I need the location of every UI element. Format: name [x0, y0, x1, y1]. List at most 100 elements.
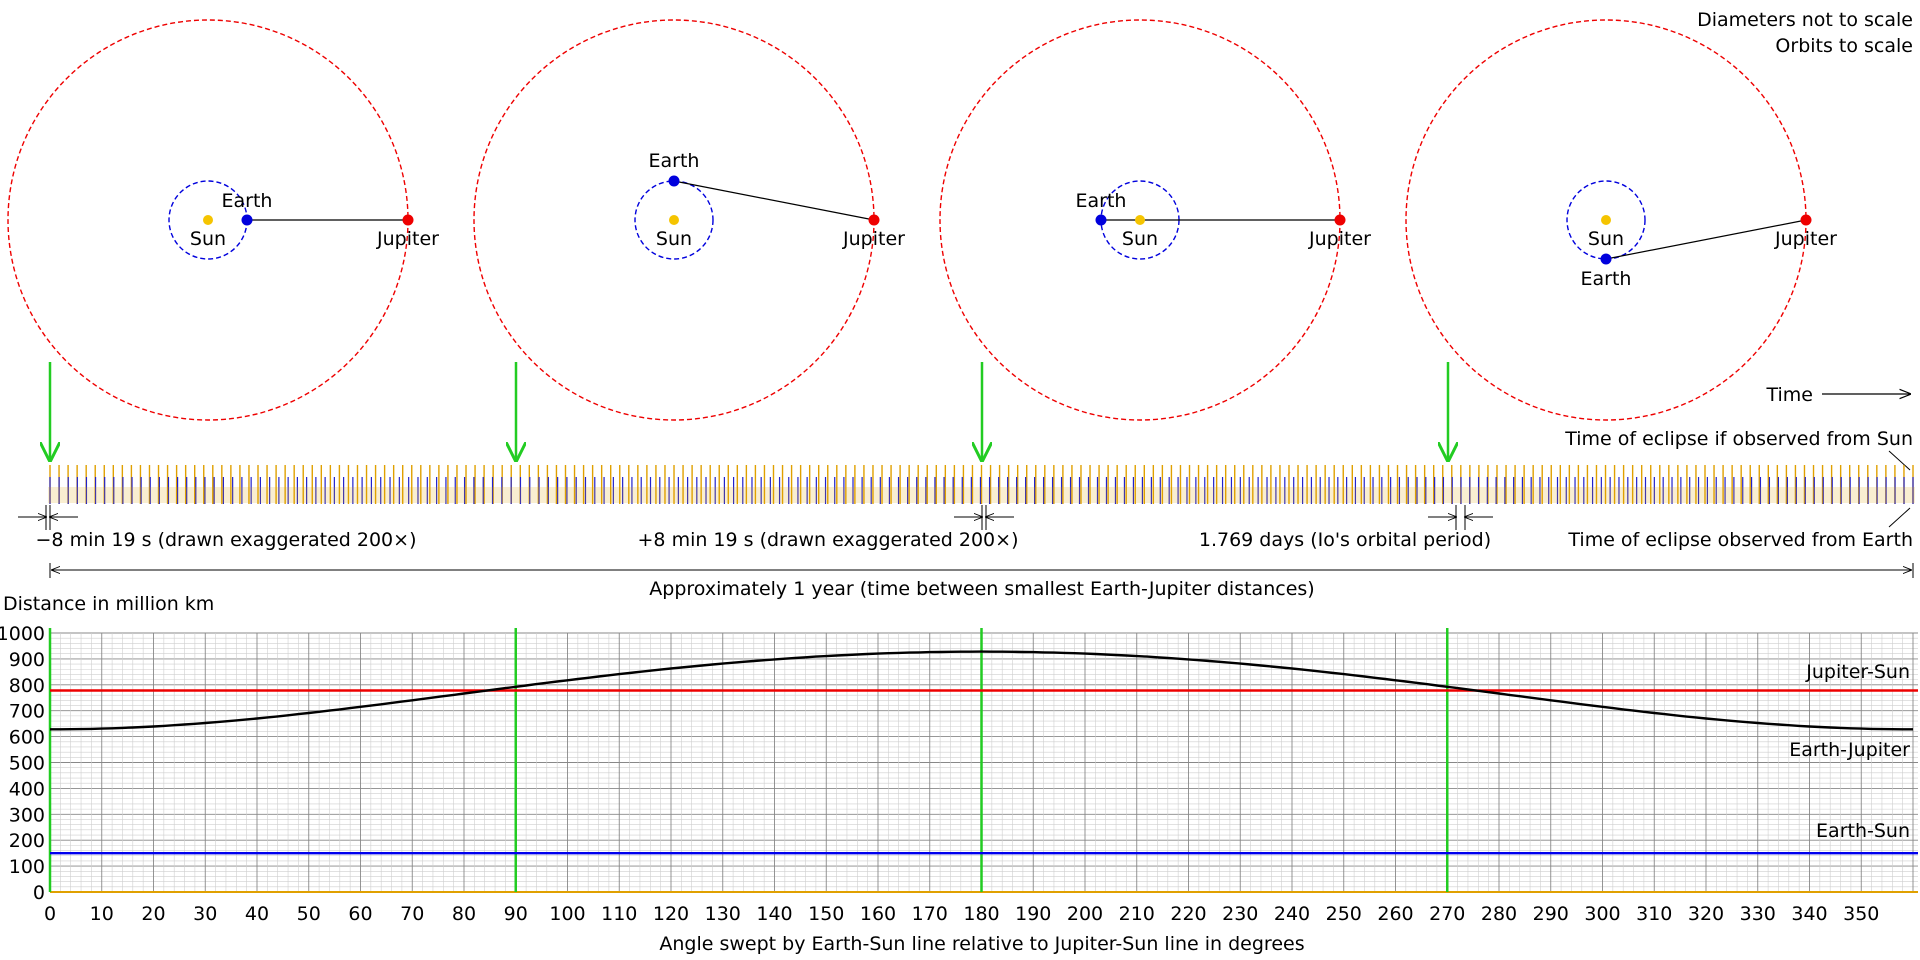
jupiter-dot: [1334, 214, 1346, 226]
x-tick-label: 100: [549, 903, 585, 925]
sun-eclipse-label: Time of eclipse if observed from Sun: [1564, 428, 1913, 450]
x-tick-label: 210: [1119, 903, 1155, 925]
x-tick-label: 290: [1533, 903, 1569, 925]
x-tick-label: 70: [400, 903, 424, 925]
x-tick-label: 110: [601, 903, 637, 925]
x-tick-label: 250: [1326, 903, 1362, 925]
earth-dot: [1600, 253, 1612, 265]
x-tick-label: 260: [1377, 903, 1413, 925]
y-tick-label: 700: [9, 701, 45, 723]
earth-jupiter-line: [1605, 219, 1807, 260]
jupiter-label: Jupiter: [1774, 228, 1837, 250]
jupiter-label: Jupiter: [1308, 228, 1371, 250]
orbit-panel-3: Sun Jupiter Earth: [939, 19, 1371, 421]
x-tick-label: 350: [1843, 903, 1879, 925]
earth-dot: [668, 175, 680, 187]
x-axis-label: Angle swept by Earth-Sun line relative t…: [659, 933, 1304, 955]
year-label: Approximately 1 year (time between small…: [649, 578, 1314, 600]
y-tick-label: 500: [9, 753, 45, 775]
x-tick-label: 60: [348, 903, 372, 925]
orbit-panel-4: Sun Jupiter Earth: [1405, 19, 1837, 421]
y-tick-label: 900: [9, 649, 45, 671]
sun-dot: [203, 215, 213, 225]
io-period-label: 1.769 days (Io's orbital period): [1199, 529, 1491, 551]
orbit-panel-2: Sun Jupiter Earth: [473, 19, 905, 421]
y-tick-label: 300: [9, 804, 45, 826]
y-tick-labels: 0 100 200 300 400 500 600 700 800 900 1000: [0, 623, 45, 904]
earth-label: Earth: [1076, 190, 1127, 212]
distance-chart: 0 100 200 300 400 500 600 700 800 900 1000 0 10 20 30 4…: [0, 623, 1918, 925]
x-tick-label: 310: [1636, 903, 1672, 925]
x-tick-label: 320: [1688, 903, 1724, 925]
earth-label: Earth: [1581, 268, 1632, 290]
jupiter-dot: [402, 214, 414, 226]
earth-eclipse-leader: [1888, 507, 1911, 528]
x-tick-label: 240: [1274, 903, 1310, 925]
y-tick-label: 400: [9, 778, 45, 800]
earth-dot: [241, 214, 253, 226]
x-tick-label: 90: [504, 903, 528, 925]
jupiter-dot: [868, 214, 880, 226]
x-tick-label: 40: [245, 903, 269, 925]
sun-label: Sun: [1588, 228, 1624, 250]
y-tick-label: 100: [9, 856, 45, 878]
earth-label: Earth: [649, 150, 700, 172]
sun-label: Sun: [190, 228, 226, 250]
x-tick-label: 160: [860, 903, 896, 925]
jupiter-dot: [1800, 214, 1812, 226]
x-tick-label: 130: [705, 903, 741, 925]
x-tick-label: 20: [141, 903, 165, 925]
x-tick-label: 280: [1481, 903, 1517, 925]
delay-plus-label: +8 min 19 s (drawn exaggerated 200×): [638, 529, 1019, 551]
x-tick-label: 80: [452, 903, 476, 925]
eclipse-ticks: [48, 465, 1915, 504]
orbit-panels: Sun Jupiter Earth Sun Jupiter Earth Sun Jupiter…: [7, 19, 1837, 421]
earth-eclipse-label: Time of eclipse observed from Earth: [1567, 529, 1913, 551]
x-tick-label: 0: [44, 903, 56, 925]
time-label: Time: [1766, 384, 1814, 406]
x-tick-label: 180: [963, 903, 999, 925]
y-tick-label: 1000: [0, 623, 45, 645]
y-axis-label: Distance in million km: [3, 593, 214, 615]
orbit-panel-1: Sun Jupiter Earth: [7, 19, 439, 421]
sun-dot: [1135, 215, 1145, 225]
earth-jupiter-line: [673, 180, 875, 221]
note-diameters: Diameters not to scale: [1697, 9, 1913, 31]
green-markers: [50, 362, 1448, 460]
y-tick-label: 200: [9, 830, 45, 852]
x-tick-label: 270: [1429, 903, 1465, 925]
earth-orbit: [634, 180, 714, 260]
x-tick-label: 340: [1791, 903, 1827, 925]
x-tick-label: 120: [653, 903, 689, 925]
sun-dot: [1601, 215, 1611, 225]
series-label-jupiter-sun: Jupiter-Sun: [1805, 661, 1910, 683]
x-tick-label: 300: [1584, 903, 1620, 925]
note-orbits: Orbits to scale: [1775, 35, 1913, 57]
earth-label: Earth: [222, 190, 273, 212]
sun-dot: [669, 215, 679, 225]
jupiter-label: Jupiter: [842, 228, 905, 250]
series-label-earth-jupiter: Earth-Jupiter: [1789, 739, 1910, 761]
jupiter-label: Jupiter: [376, 228, 439, 250]
earth-dot: [1095, 214, 1107, 226]
series-earth-jupiter: [50, 650, 1913, 731]
series-label-earth-sun: Earth-Sun: [1816, 820, 1910, 842]
y-tick-label: 0: [33, 882, 45, 904]
x-tick-label: 150: [808, 903, 844, 925]
x-tick-label: 200: [1067, 903, 1103, 925]
x-tick-label: 190: [1015, 903, 1051, 925]
x-tick-label: 10: [90, 903, 114, 925]
x-tick-label: 230: [1222, 903, 1258, 925]
sun-eclipse-leader: [1888, 450, 1911, 471]
y-tick-label: 600: [9, 727, 45, 749]
delay-minus-label: −8 min 19 s (drawn exaggerated 200×): [36, 529, 417, 551]
x-tick-label: 330: [1740, 903, 1776, 925]
x-tick-labels: 0 10 20 30 40 50 60 70 80 90 100 110 120 130 140 150 160…: [44, 903, 1879, 925]
earth-orbit: [1566, 180, 1646, 260]
x-tick-label: 30: [193, 903, 217, 925]
earth-eclipse-ticks: [49, 477, 1914, 504]
tick-band: [48, 487, 1915, 503]
sun-label: Sun: [1122, 228, 1158, 250]
x-tick-label: 50: [297, 903, 321, 925]
